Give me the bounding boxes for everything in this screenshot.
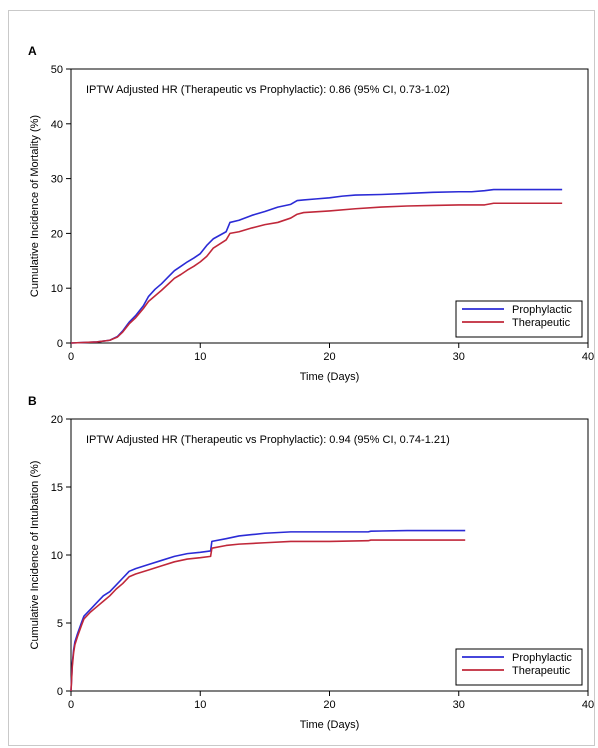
y-axis-label: Cumulative Incidence of Mortality (%) [29,115,41,297]
panel-letter: B [28,394,37,408]
legend-box [455,648,583,686]
y-tick-label: 20 [51,228,63,240]
legend-label-prophylactic: Prophylactic [512,652,572,664]
x-tick-label: 30 [453,699,465,711]
series-line-prophylactic [70,188,563,344]
series-line-therapeutic [70,539,466,692]
y-tick-label: 40 [51,119,63,131]
x-tick-label: 0 [68,699,74,711]
hr-annotation: IPTW Adjusted HR (Therapeutic vs Prophyl… [86,434,450,446]
series-line-prophylactic [70,529,466,692]
y-tick-label: 10 [51,550,63,562]
y-tick-label: 5 [57,618,63,630]
y-axis-label: Cumulative Incidence of Intubation (%) [29,461,41,650]
legend-label-therapeutic: Therapeutic [512,317,571,329]
y-tick-label: 15 [51,482,63,494]
series-line-therapeutic [70,202,563,344]
x-tick-label: 20 [323,351,335,363]
x-tick-label: 10 [194,699,206,711]
x-axis-label: Time (Days) [300,719,359,731]
y-tick-label: 20 [51,414,63,426]
y-tick-label: 0 [57,338,63,350]
hr-annotation: IPTW Adjusted HR (Therapeutic vs Prophyl… [86,84,450,96]
y-tick-label: 50 [51,64,63,76]
y-tick-label: 30 [51,174,63,186]
panel-letter: A [28,44,37,58]
legend-label-therapeutic: Therapeutic [512,665,571,677]
legend-box [455,300,583,338]
figure-frame [8,10,595,746]
x-axis-label: Time (Days) [300,371,359,383]
x-tick-label: 20 [323,699,335,711]
y-tick-label: 0 [57,686,63,698]
x-tick-label: 40 [582,351,594,363]
legend-label-prophylactic: Prophylactic [512,304,572,316]
x-tick-label: 0 [68,351,74,363]
x-tick-label: 30 [453,351,465,363]
x-tick-label: 10 [194,351,206,363]
y-tick-label: 10 [51,283,63,295]
x-tick-label: 40 [582,699,594,711]
